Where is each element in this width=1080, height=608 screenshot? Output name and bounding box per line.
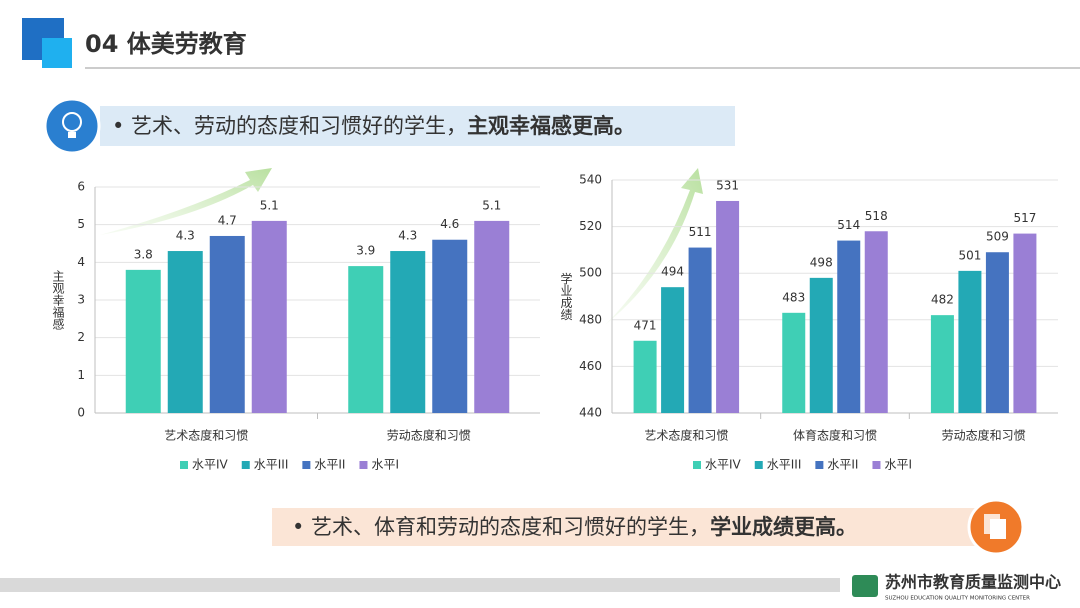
y-tick-label: 6 <box>77 180 85 194</box>
y-tick-label: 1 <box>77 368 85 382</box>
legend-label: 水平I <box>884 458 912 472</box>
y-tick-label: 0 <box>77 406 85 420</box>
data-label: 531 <box>716 178 739 192</box>
y-tick-label: 520 <box>579 219 602 233</box>
callout-emphasis: 主观幸福感更高。 <box>467 114 635 138</box>
bar <box>633 340 657 413</box>
icon-bulb <box>62 112 82 132</box>
data-label: 518 <box>865 209 888 223</box>
data-label: 4.6 <box>440 217 459 231</box>
legend-swatch <box>754 461 763 469</box>
bar <box>930 315 954 413</box>
bar <box>688 247 712 413</box>
x-tick-label: 体育态度和习惯 <box>793 428 877 443</box>
legend-swatch <box>241 461 250 469</box>
legend-label: 水平III <box>767 458 802 472</box>
bar <box>1013 233 1037 413</box>
icon-bulb <box>68 132 76 138</box>
y-tick-label: 3 <box>77 293 85 307</box>
data-label: 4.3 <box>176 229 195 243</box>
legend-label: 水平I <box>371 458 399 472</box>
bar <box>390 251 426 413</box>
bar <box>251 220 287 413</box>
x-tick-label: 劳动态度和习惯 <box>387 428 471 443</box>
legend-swatch <box>302 461 311 469</box>
y-tick-label: 500 <box>579 266 602 280</box>
footer-name: 苏州市教育质量监测中心 <box>885 573 1061 592</box>
bar <box>209 235 245 413</box>
bar <box>661 287 685 413</box>
callout-text: • 艺术、劳动的态度和习惯好的学生， <box>112 114 467 138</box>
data-label: 501 <box>958 248 981 262</box>
y-tick-label: 2 <box>77 330 85 344</box>
data-label: 5.1 <box>482 198 501 212</box>
bar <box>474 220 510 413</box>
data-label: 511 <box>689 225 712 239</box>
bar <box>985 252 1009 413</box>
bar <box>432 239 468 413</box>
data-label: 498 <box>810 255 833 269</box>
legend-label: 水平IV <box>192 458 229 472</box>
icon-bulb <box>43 97 101 155</box>
data-label: 5.1 <box>260 198 279 212</box>
legend-swatch <box>815 461 824 469</box>
y-tick-label: 460 <box>579 359 602 373</box>
legend-label: 水平II <box>314 458 345 472</box>
callout-text: • 艺术、劳动的态度和习惯好的学生，主观幸福感更高。 <box>112 114 635 138</box>
data-label: 4.7 <box>218 213 237 227</box>
callout-text: • 艺术、体育和劳动的态度和习惯好的学生，学业成绩更高。 <box>292 515 857 539</box>
trend-arrow <box>100 168 272 235</box>
data-label: 4.3 <box>398 229 417 243</box>
bar <box>716 200 740 413</box>
y-axis-label: 主观幸福感 <box>51 270 65 330</box>
legend-label: 水平II <box>827 458 858 472</box>
header-square <box>42 38 72 68</box>
data-label: 3.8 <box>134 247 153 261</box>
x-tick-label: 艺术态度和习惯 <box>644 428 728 443</box>
y-axis-label: 学业成绩 <box>559 271 573 321</box>
icon-docs <box>990 519 1006 539</box>
bar <box>809 277 833 413</box>
legend-label: 水平IV <box>705 458 742 472</box>
footer-subtitle: SUZHOU EDUCATION QUALITY MONITORING CENT… <box>885 596 1030 602</box>
bar <box>167 251 203 413</box>
callout-emphasis: 学业成绩更高。 <box>710 515 857 539</box>
callout-box <box>272 508 985 546</box>
y-tick-label: 480 <box>579 312 602 326</box>
trend-arrow <box>605 168 703 325</box>
data-label: 483 <box>782 290 805 304</box>
y-tick-label: 5 <box>77 217 85 231</box>
y-tick-label: 440 <box>579 406 602 420</box>
data-label: 517 <box>1013 211 1036 225</box>
data-label: 471 <box>634 318 657 332</box>
data-label: 494 <box>661 265 684 279</box>
footer-bar <box>0 578 840 592</box>
bar <box>837 240 861 413</box>
bar <box>348 266 384 413</box>
x-tick-label: 艺术态度和习惯 <box>164 428 248 443</box>
bar <box>782 312 806 413</box>
bar <box>958 270 982 413</box>
y-tick-label: 4 <box>77 255 85 269</box>
data-label: 514 <box>837 218 860 232</box>
footer-logo <box>852 575 878 597</box>
data-label: 482 <box>931 293 954 307</box>
bar <box>864 231 888 413</box>
data-label: 3.9 <box>356 244 375 258</box>
legend-label: 水平III <box>254 458 289 472</box>
header-title: 04 体美劳教育 <box>85 30 247 58</box>
callout-text: • 艺术、体育和劳动的态度和习惯好的学生， <box>292 515 710 539</box>
legend-swatch <box>180 461 188 469</box>
bar <box>125 269 161 413</box>
legend-swatch <box>872 461 881 469</box>
y-tick-label: 540 <box>579 173 602 187</box>
legend-swatch <box>693 461 701 469</box>
legend-swatch <box>359 461 368 469</box>
callout-box <box>100 106 735 146</box>
data-label: 509 <box>986 230 1009 244</box>
x-tick-label: 劳动态度和习惯 <box>942 428 1026 443</box>
